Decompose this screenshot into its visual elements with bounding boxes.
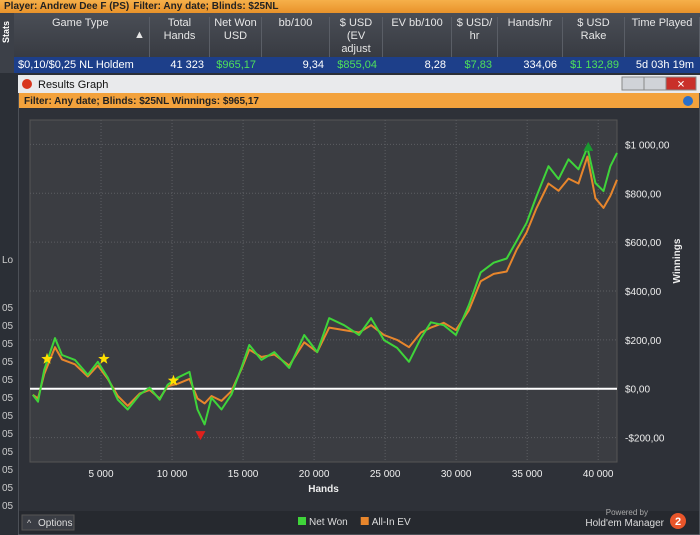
x-tick-label: 15 000 bbox=[228, 469, 259, 480]
marker bbox=[167, 374, 180, 386]
table-cell: 5d 03h 19m bbox=[635, 59, 694, 71]
brand: Hold'em Manager bbox=[585, 518, 664, 529]
x-axis-label: Hands bbox=[308, 484, 339, 495]
x-tick-label: 20 000 bbox=[299, 469, 330, 480]
fragment: Lo bbox=[2, 255, 14, 266]
fragment: 05 bbox=[2, 501, 14, 512]
x-tick-label: 40 000 bbox=[583, 469, 614, 480]
table-cell: $855,04 bbox=[337, 59, 377, 71]
side-tab[interactable]: Stats bbox=[0, 13, 14, 73]
fragment: 05 bbox=[2, 411, 14, 422]
table-cell: 41 323 bbox=[170, 59, 204, 71]
table-cell: 334,06 bbox=[523, 59, 557, 71]
results-window: Results Graph ✕ Filter: Any date; Blinds… bbox=[18, 75, 700, 535]
table-cell: 9,34 bbox=[302, 59, 324, 71]
player: Player: Andrew Dee F (PS) bbox=[4, 1, 130, 12]
table-row[interactable]: $0,10/$0,25 NL Holdem 41 323 $965,17 9,34 $8… bbox=[14, 57, 700, 73]
column-header: EV bb/100 bbox=[383, 17, 452, 57]
column-header: $ USD/ hr bbox=[452, 17, 498, 57]
y-tick-label: $1 000,00 bbox=[625, 140, 670, 151]
fragment: 05 bbox=[2, 429, 14, 440]
options-caret: ^ bbox=[27, 518, 32, 528]
y-tick-label: $600,00 bbox=[625, 238, 662, 249]
table-cell: 8,28 bbox=[424, 59, 446, 71]
column-header: Game Type bbox=[14, 17, 150, 57]
column-header: Hands/hr bbox=[498, 17, 563, 57]
table-cell: $7,83 bbox=[464, 59, 492, 71]
options-button[interactable] bbox=[21, 514, 75, 531]
fragment: 05 bbox=[2, 339, 14, 350]
fragment: 05 bbox=[2, 375, 14, 386]
close-icon: ✕ bbox=[677, 80, 685, 91]
help-icon[interactable] bbox=[683, 96, 693, 106]
table-cell: $965,17 bbox=[216, 59, 256, 71]
column-header: Total Hands bbox=[150, 17, 210, 57]
sort-arrow: ▲ bbox=[134, 29, 145, 41]
x-tick-label: 10 000 bbox=[157, 469, 188, 480]
fragment: 05 bbox=[2, 483, 14, 494]
fragment: 05 bbox=[2, 357, 14, 368]
options-label: Options bbox=[38, 518, 72, 529]
marker bbox=[583, 141, 594, 151]
table-cell: $0,10/$0,25 NL Holdem bbox=[18, 59, 134, 71]
title-bar bbox=[18, 75, 700, 93]
series-line bbox=[32, 155, 618, 407]
app-icon bbox=[22, 79, 32, 89]
x-tick-label: 5 000 bbox=[89, 469, 114, 480]
fragment: 05 bbox=[2, 321, 14, 332]
window-filter: Filter: Any date; Blinds: $25NL Winnings… bbox=[24, 96, 259, 107]
fragment: 05 bbox=[2, 465, 14, 476]
x-tick-label: 25 000 bbox=[370, 469, 401, 480]
player-bar: Player: Andrew Dee F (PS) Filter: Any dat… bbox=[0, 0, 700, 13]
column-header: $ USD (EV adjust bbox=[330, 17, 383, 57]
brand-logo-mark: 2 bbox=[675, 516, 681, 528]
x-tick-label: 35 000 bbox=[512, 469, 543, 480]
column-header: Time Played bbox=[625, 17, 700, 57]
table-header: Game Type Total Hands Net Won USD bb/100 $ U… bbox=[14, 13, 700, 57]
marker bbox=[41, 352, 53, 364]
y-tick-label: -$200,00 bbox=[625, 434, 665, 445]
y-axis-label: Winnings bbox=[672, 238, 683, 283]
filter: Filter: Any date; Blinds: $25NL bbox=[133, 1, 279, 12]
powered-by: Powered by bbox=[606, 508, 648, 517]
minimize-button[interactable] bbox=[621, 76, 645, 91]
column-header: $ USD Rake bbox=[563, 17, 625, 57]
y-tick-label: $800,00 bbox=[625, 189, 662, 200]
legend-label: Net Won bbox=[309, 517, 348, 528]
fragment: 05 bbox=[2, 303, 14, 314]
legend-swatch bbox=[298, 517, 306, 525]
y-tick-label: $400,00 bbox=[625, 287, 662, 298]
window-title: Results Graph bbox=[38, 79, 108, 91]
y-tick-label: $0,00 bbox=[625, 385, 650, 396]
x-tick-label: 30 000 bbox=[441, 469, 472, 480]
filter-bar bbox=[19, 93, 699, 108]
series-line bbox=[32, 146, 618, 426]
bottom-bar bbox=[19, 511, 699, 534]
column-header: Net Won USD bbox=[210, 17, 262, 57]
maximize-button[interactable] bbox=[643, 76, 667, 91]
table-cell: $1 132,89 bbox=[570, 59, 619, 71]
column-header: bb/100 bbox=[262, 17, 330, 57]
marker bbox=[195, 431, 206, 441]
close-button[interactable] bbox=[665, 76, 697, 91]
legend-label: All-In EV bbox=[372, 517, 411, 528]
side-tab-label: Stats bbox=[1, 20, 11, 43]
fragment: 05 bbox=[2, 393, 14, 404]
legend-swatch bbox=[360, 517, 369, 525]
brand-logo bbox=[670, 513, 686, 529]
y-tick-label: $200,00 bbox=[625, 336, 662, 347]
fragment: 05 bbox=[2, 447, 14, 458]
marker bbox=[98, 352, 110, 364]
